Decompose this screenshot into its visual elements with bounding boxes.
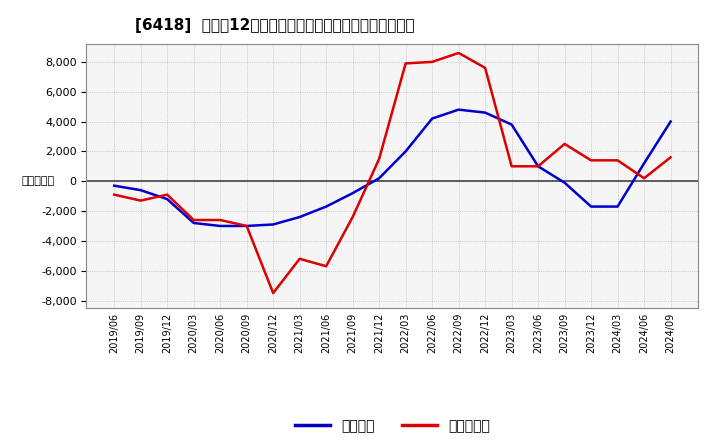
経常利益 (613, 204, 622, 209)
経常利益 (560, 180, 569, 185)
経常利益 (481, 110, 490, 115)
当期純利益 (587, 158, 595, 163)
経常利益 (375, 176, 384, 181)
経常利益 (348, 191, 357, 196)
当期純利益 (216, 217, 225, 223)
当期純利益 (243, 224, 251, 229)
経常利益 (163, 197, 171, 202)
経常利益 (508, 122, 516, 127)
当期純利益 (136, 198, 145, 203)
Legend: 経常利益, 当期純利益: 経常利益, 当期純利益 (289, 413, 495, 438)
当期純利益 (613, 158, 622, 163)
当期純利益 (110, 192, 119, 197)
経常利益 (136, 187, 145, 193)
当期純利益 (189, 217, 198, 223)
経常利益 (189, 220, 198, 226)
経常利益 (401, 149, 410, 154)
Line: 経常利益: 経常利益 (114, 110, 670, 226)
当期純利益 (454, 50, 463, 55)
当期純利益 (295, 256, 304, 261)
当期純利益 (666, 155, 675, 160)
経常利益 (295, 214, 304, 220)
経常利益 (666, 119, 675, 124)
当期純利益 (560, 141, 569, 147)
当期純利益 (269, 290, 277, 296)
当期純利益 (322, 264, 330, 269)
当期純利益 (508, 164, 516, 169)
当期純利益 (401, 61, 410, 66)
当期純利益 (481, 65, 490, 70)
当期純利益 (163, 192, 171, 197)
当期純利益 (534, 164, 542, 169)
Line: 当期純利益: 当期純利益 (114, 53, 670, 293)
Y-axis label: （百万円）: （百万円） (22, 176, 55, 186)
当期純利益 (640, 176, 649, 181)
経常利益 (640, 161, 649, 166)
経常利益 (587, 204, 595, 209)
経常利益 (216, 224, 225, 229)
当期純利益 (428, 59, 436, 65)
経常利益 (534, 164, 542, 169)
経常利益 (269, 222, 277, 227)
経常利益 (243, 224, 251, 229)
当期純利益 (375, 156, 384, 161)
経常利益 (110, 183, 119, 188)
経常利益 (454, 107, 463, 112)
当期純利益 (348, 214, 357, 220)
経常利益 (428, 116, 436, 121)
Text: [6418]  利益の12か月移動合計の対前年同期増減額の推移: [6418] 利益の12か月移動合計の対前年同期増減額の推移 (135, 18, 415, 33)
経常利益 (322, 204, 330, 209)
